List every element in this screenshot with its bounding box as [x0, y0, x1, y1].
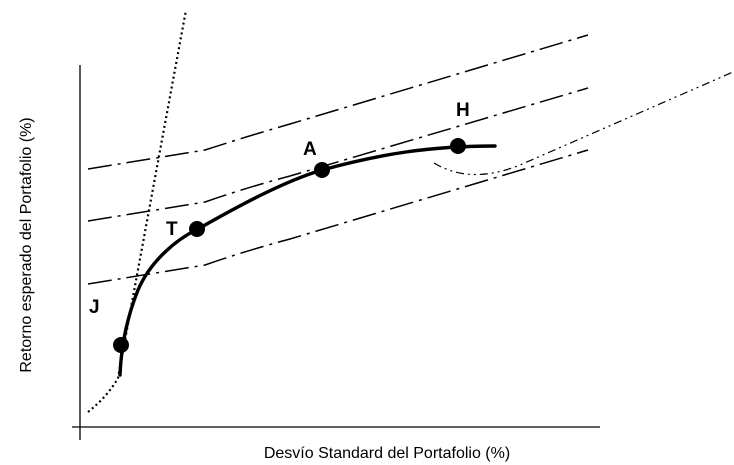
point-h	[450, 138, 466, 154]
x-axis-label: Desvío Standard del Portafolio (%)	[264, 445, 510, 462]
label-t: T	[166, 219, 178, 240]
indifference-curve-bottom	[87, 149, 589, 285]
indifference-curve-top	[87, 34, 589, 170]
label-j: J	[89, 297, 100, 318]
label-a: A	[303, 139, 317, 160]
point-t	[189, 221, 205, 237]
point-a	[314, 162, 330, 178]
point-j	[113, 337, 129, 353]
efficient-frontier	[118, 144, 497, 377]
y-axis-label: Retorno esperado del Portafolio (%)	[18, 117, 35, 372]
indifference-curve-middle	[87, 87, 589, 222]
dash-dot-dot-curve	[433, 71, 734, 176]
dotted-steep-curve	[87, 9, 188, 413]
label-h: H	[456, 100, 470, 121]
